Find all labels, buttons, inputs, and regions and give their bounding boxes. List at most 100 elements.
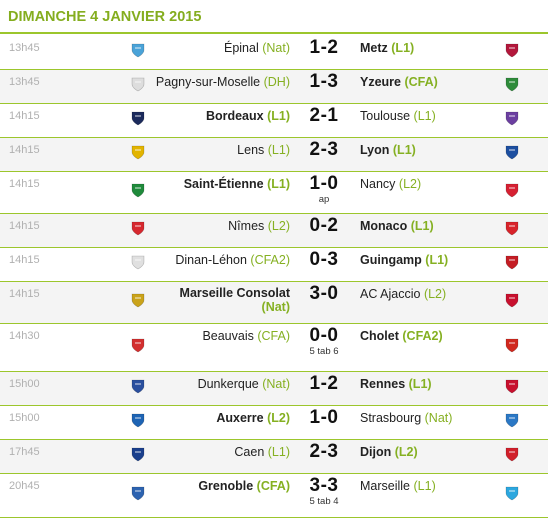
dunkerque-crest-icon xyxy=(130,378,146,394)
away-team[interactable]: Lyon (L1) xyxy=(360,143,416,157)
match-score[interactable]: 1-3 xyxy=(309,71,339,92)
away-team-level: (L1) xyxy=(392,143,416,157)
dijon-crest-icon xyxy=(504,446,520,462)
away-team-name: Strasbourg xyxy=(360,411,422,425)
score-note: ap xyxy=(318,194,330,205)
home-team-name: Beauvais xyxy=(202,329,254,343)
home-team-level: (L1) xyxy=(267,143,290,157)
away-team[interactable]: Yzeure (CFA) xyxy=(360,75,438,89)
home-team[interactable]: Bordeaux (L1) xyxy=(206,109,290,123)
match-row[interactable]: 17h45 Caen (L1) 2-3 Dijon (L2) xyxy=(0,440,548,474)
home-team[interactable]: Grenoble (CFA) xyxy=(198,479,290,493)
match-score[interactable]: 0-3 xyxy=(309,249,339,270)
match-score[interactable]: 3-3 xyxy=(309,475,339,496)
away-team[interactable]: Marseille (L1) xyxy=(360,479,436,493)
match-score[interactable]: 3-0 xyxy=(309,283,339,304)
match-row[interactable]: 20h45 Grenoble (CFA) 3-3 5 tab 4 Marseille (… xyxy=(0,474,548,518)
away-team[interactable]: Toulouse (L1) xyxy=(360,109,436,123)
home-team-level: (L1) xyxy=(267,177,290,191)
away-team[interactable]: AC Ajaccio (L2) xyxy=(360,287,446,301)
away-team[interactable]: Nancy (L2) xyxy=(360,177,421,191)
home-team-name: Bordeaux xyxy=(205,109,264,123)
match-score[interactable]: 1-2 xyxy=(309,37,339,58)
away-team-level: (L1) xyxy=(391,41,415,55)
match-row[interactable]: 15h00 Dunkerque (Nat) 1-2 Rennes (L1) xyxy=(0,372,548,406)
match-score[interactable]: 1-0 xyxy=(309,407,339,428)
strasbourg-crest-icon xyxy=(504,412,520,428)
away-team[interactable]: Dijon (L2) xyxy=(360,445,418,459)
match-row[interactable]: 14h30 Beauvais (CFA) 0-0 5 tab 6 Cholet (CFA… xyxy=(0,324,548,372)
match-score[interactable]: 0-0 xyxy=(309,325,339,346)
home-team-level: (CFA) xyxy=(257,329,290,343)
kickoff-time: 14h15 xyxy=(9,288,40,300)
match-row[interactable]: 14h15 Nîmes (L2) 0-2 Monaco (L1) xyxy=(0,214,548,248)
away-team-name: Monaco xyxy=(360,219,408,233)
match-row[interactable]: 13h45 Épinal (Nat) 1-2 Metz (L1) xyxy=(0,36,548,70)
cholet-crest-icon xyxy=(504,337,520,353)
match-score[interactable]: 2-3 xyxy=(309,139,339,160)
match-row[interactable]: 14h15 Dinan-Léhon (CFA2) 0-3 Guingamp (L1) xyxy=(0,248,548,282)
home-team[interactable]: Marseille Consolat (Nat) xyxy=(180,286,290,314)
home-team-level: (CFA2) xyxy=(250,253,290,267)
home-team[interactable]: Pagny-sur-Moselle (DH) xyxy=(156,75,290,89)
away-team[interactable]: Rennes (L1) xyxy=(360,377,432,391)
match-row[interactable]: 15h00 Auxerre (L2) 1-0 Strasbourg (Nat) xyxy=(0,406,548,440)
auxerre-crest-icon xyxy=(130,412,146,428)
home-team[interactable]: Dunkerque (Nat) xyxy=(198,377,290,391)
match-row[interactable]: 14h15 Saint-Étienne (L1) 1-0 ap Nancy (L2) xyxy=(0,172,548,214)
home-team[interactable]: Nîmes (L2) xyxy=(228,219,290,233)
away-team-name: Dijon xyxy=(360,445,392,459)
lyon-crest-icon xyxy=(504,144,520,160)
home-team[interactable]: Saint-Étienne (L1) xyxy=(184,177,290,191)
dinan-crest-icon xyxy=(130,254,146,270)
away-team-level: (L2) xyxy=(394,445,418,459)
away-team-level: (L2) xyxy=(398,177,422,191)
home-team-name: Dunkerque xyxy=(197,377,259,391)
home-team[interactable]: Caen (L1) xyxy=(234,445,290,459)
toulouse-crest-icon xyxy=(504,110,520,126)
match-score[interactable]: 2-3 xyxy=(309,441,339,462)
match-score[interactable]: 2-1 xyxy=(309,105,339,126)
home-team-level: (L1) xyxy=(267,445,290,459)
match-score[interactable]: 1-2 xyxy=(309,373,339,394)
away-team[interactable]: Cholet (CFA2) xyxy=(360,329,443,343)
away-team[interactable]: Guingamp (L1) xyxy=(360,253,448,267)
match-row[interactable]: 13h45 Pagny-sur-Moselle (DH) 1-3 Yzeure (CF… xyxy=(0,70,548,104)
match-row[interactable]: 14h15 Marseille Consolat (Nat) 3-0 AC Ajacci… xyxy=(0,282,548,324)
bordeaux-crest-icon xyxy=(130,110,146,126)
home-team[interactable]: Épinal (Nat) xyxy=(224,41,290,55)
away-team-name: Toulouse xyxy=(360,109,411,123)
caen-crest-icon xyxy=(130,446,146,462)
home-team-level: (Nat) xyxy=(261,300,290,314)
away-team-name: AC Ajaccio xyxy=(360,287,421,301)
header-divider xyxy=(0,32,548,34)
away-team-name: Metz xyxy=(360,41,388,55)
grenoble-crest-icon xyxy=(130,485,146,501)
away-team[interactable]: Strasbourg (Nat) xyxy=(360,411,452,425)
home-team-name: Marseille Consolat xyxy=(179,286,290,300)
metz-crest-icon xyxy=(504,42,520,58)
score-note: 5 tab 6 xyxy=(309,346,339,357)
kickoff-time: 20h45 xyxy=(9,480,40,492)
home-team-name: Saint-Étienne xyxy=(183,177,264,191)
ajaccio-crest-icon xyxy=(504,292,520,308)
away-team-level: (L1) xyxy=(408,377,432,391)
away-team-level: (L1) xyxy=(413,479,436,493)
away-team-name: Guingamp xyxy=(360,253,422,267)
away-team[interactable]: Monaco (L1) xyxy=(360,219,434,233)
away-team[interactable]: Metz (L1) xyxy=(360,41,414,55)
kickoff-time: 14h15 xyxy=(9,110,40,122)
match-row[interactable]: 14h15 Bordeaux (L1) 2-1 Toulouse (L1) xyxy=(0,104,548,138)
home-team-level: (Nat) xyxy=(262,41,290,55)
away-team-name: Nancy xyxy=(360,177,396,191)
home-team-name: Auxerre xyxy=(216,411,264,425)
nancy-crest-icon xyxy=(504,182,520,198)
home-team[interactable]: Lens (L1) xyxy=(237,143,290,157)
beauvais-crest-icon xyxy=(130,337,146,353)
home-team[interactable]: Dinan-Léhon (CFA2) xyxy=(175,253,290,267)
match-score[interactable]: 1-0 xyxy=(309,173,339,194)
match-row[interactable]: 14h15 Lens (L1) 2-3 Lyon (L1) xyxy=(0,138,548,172)
match-score[interactable]: 0-2 xyxy=(309,215,339,236)
home-team[interactable]: Auxerre (L2) xyxy=(216,411,290,425)
home-team[interactable]: Beauvais (CFA) xyxy=(202,329,290,343)
